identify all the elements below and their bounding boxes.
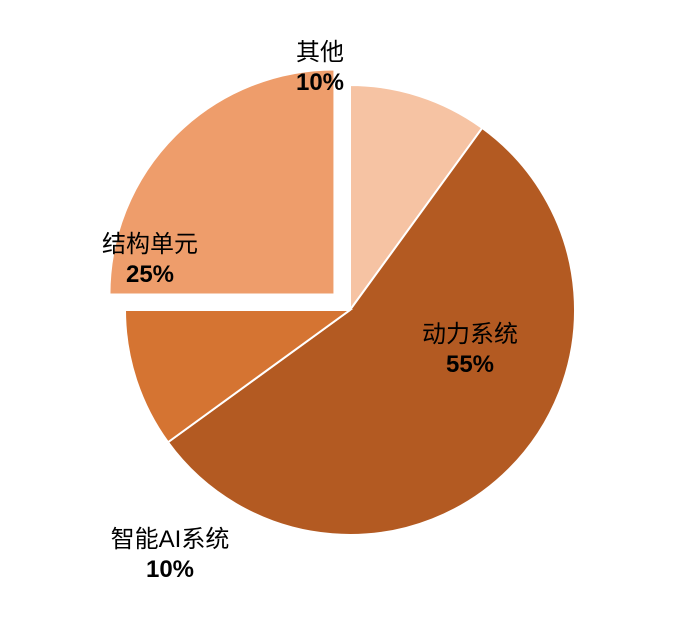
slice-label-structure-unit: 结构单元 25% xyxy=(70,230,230,290)
slice-name: 其他 xyxy=(240,38,400,68)
slice-label-power-system: 动力系统 55% xyxy=(390,320,550,380)
pie-chart: 其他 10% 动力系统 55% 智能AI系统 10% 结构单元 25% xyxy=(0,0,700,620)
slice-value: 10% xyxy=(90,555,250,585)
slice-value: 25% xyxy=(70,260,230,290)
slice-name: 智能AI系统 xyxy=(90,525,250,555)
slice-value: 55% xyxy=(390,350,550,380)
slice-name: 动力系统 xyxy=(390,320,550,350)
slice-label-other: 其他 10% xyxy=(240,38,400,98)
slice-value: 10% xyxy=(240,68,400,98)
slice-label-ai-system: 智能AI系统 10% xyxy=(90,525,250,585)
slice-name: 结构单元 xyxy=(70,230,230,260)
